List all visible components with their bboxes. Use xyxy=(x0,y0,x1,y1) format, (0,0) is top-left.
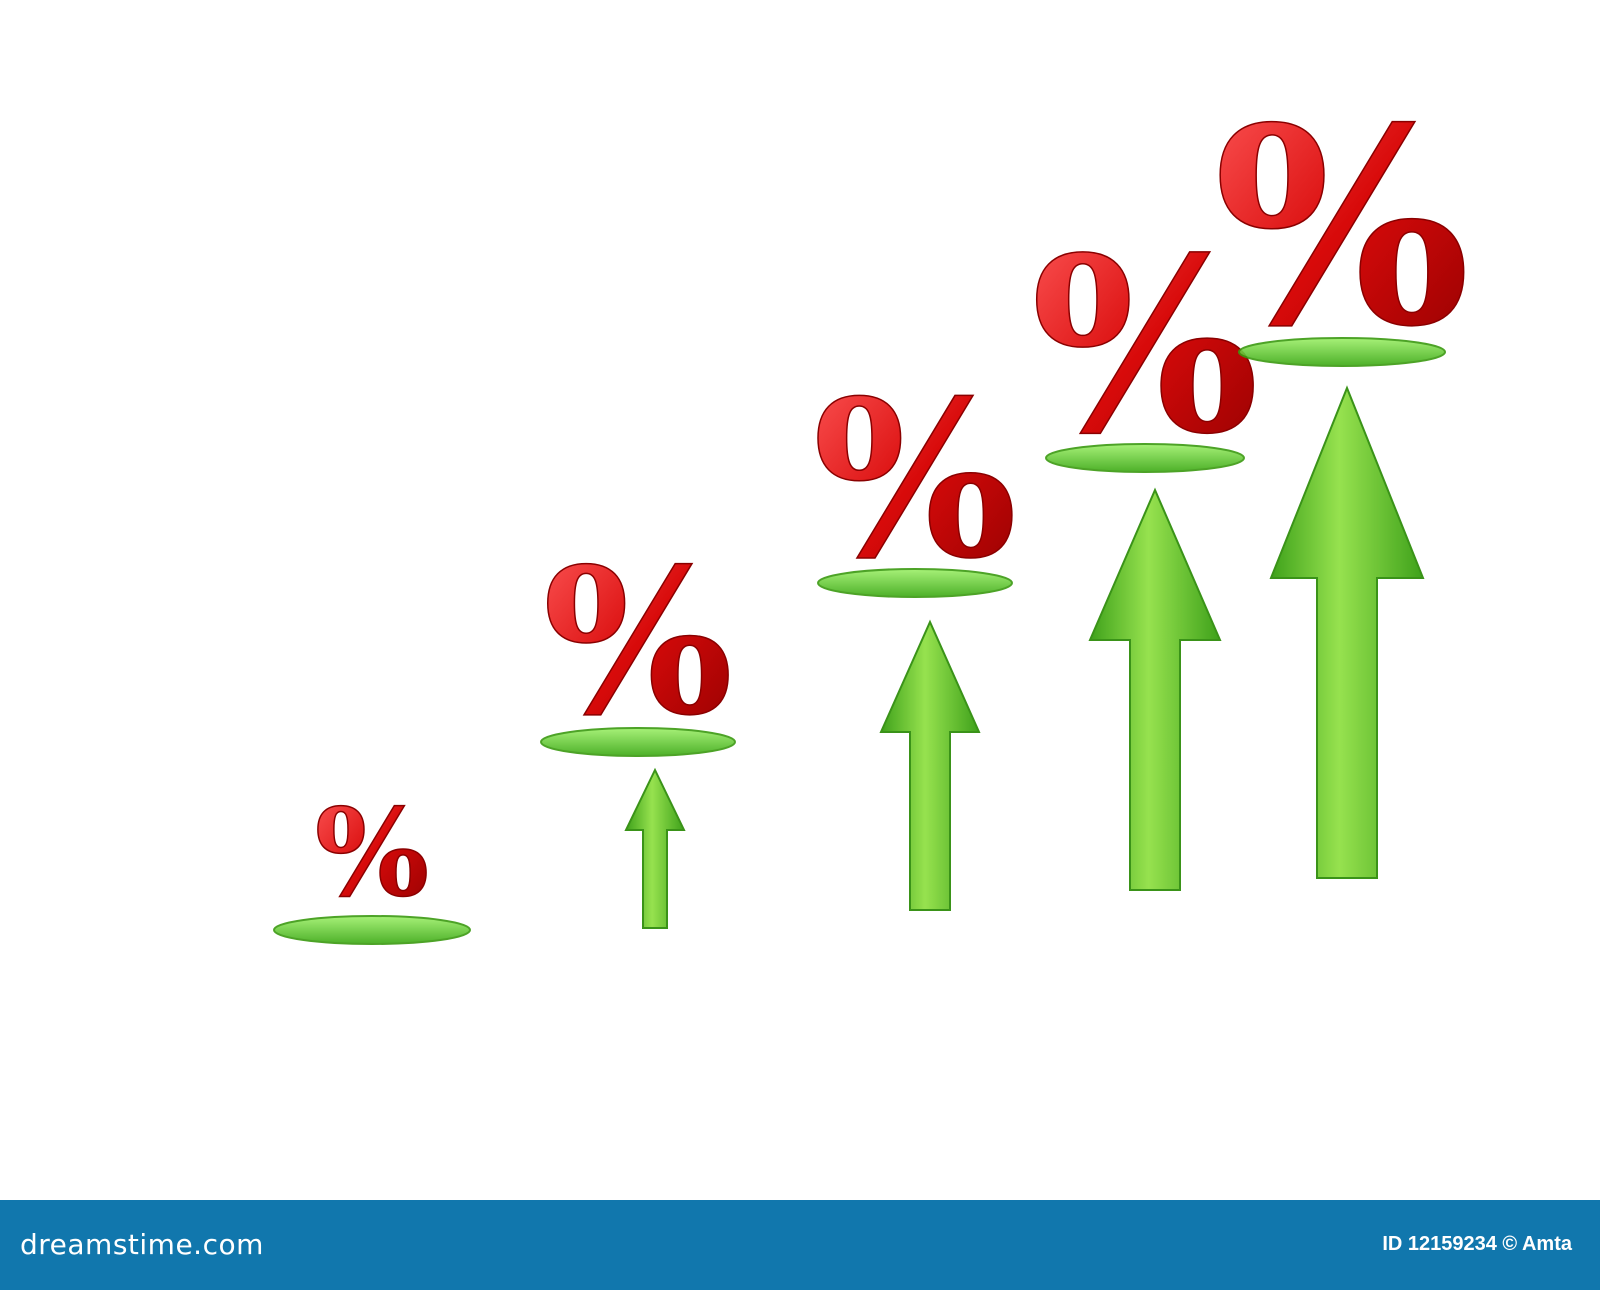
green-disc xyxy=(540,727,736,757)
growth-step-4: % xyxy=(1030,204,1260,891)
percent-sign: % xyxy=(1214,68,1471,386)
up-arrow-icon xyxy=(1088,487,1222,891)
percent-sign: % xyxy=(813,353,1017,606)
green-disc xyxy=(1238,337,1446,367)
growth-step-3: % xyxy=(812,352,1018,911)
dreamstime-logo[interactable]: dreamstime.com xyxy=(20,1228,264,1261)
growth-step-2: % xyxy=(540,524,736,929)
image-credit: ID 12159234 © Amta xyxy=(1382,1233,1572,1255)
footer-bar: dreamstime.com ID 12159234 © Amta xyxy=(0,1200,1600,1290)
growth-step-5: % xyxy=(1213,67,1471,879)
percent-sign: % xyxy=(543,525,733,760)
percent-sign: % xyxy=(315,783,429,924)
growth-step-1: % xyxy=(273,782,471,945)
up-arrow-icon xyxy=(879,619,981,911)
percent-growth-illustration: %%%%% xyxy=(273,67,1471,945)
up-arrow-icon xyxy=(1269,385,1425,879)
green-disc xyxy=(1045,443,1245,473)
percent-sign: % xyxy=(1031,205,1259,487)
green-disc xyxy=(817,568,1013,598)
up-arrow-icon xyxy=(624,767,686,929)
green-disc xyxy=(273,915,471,945)
